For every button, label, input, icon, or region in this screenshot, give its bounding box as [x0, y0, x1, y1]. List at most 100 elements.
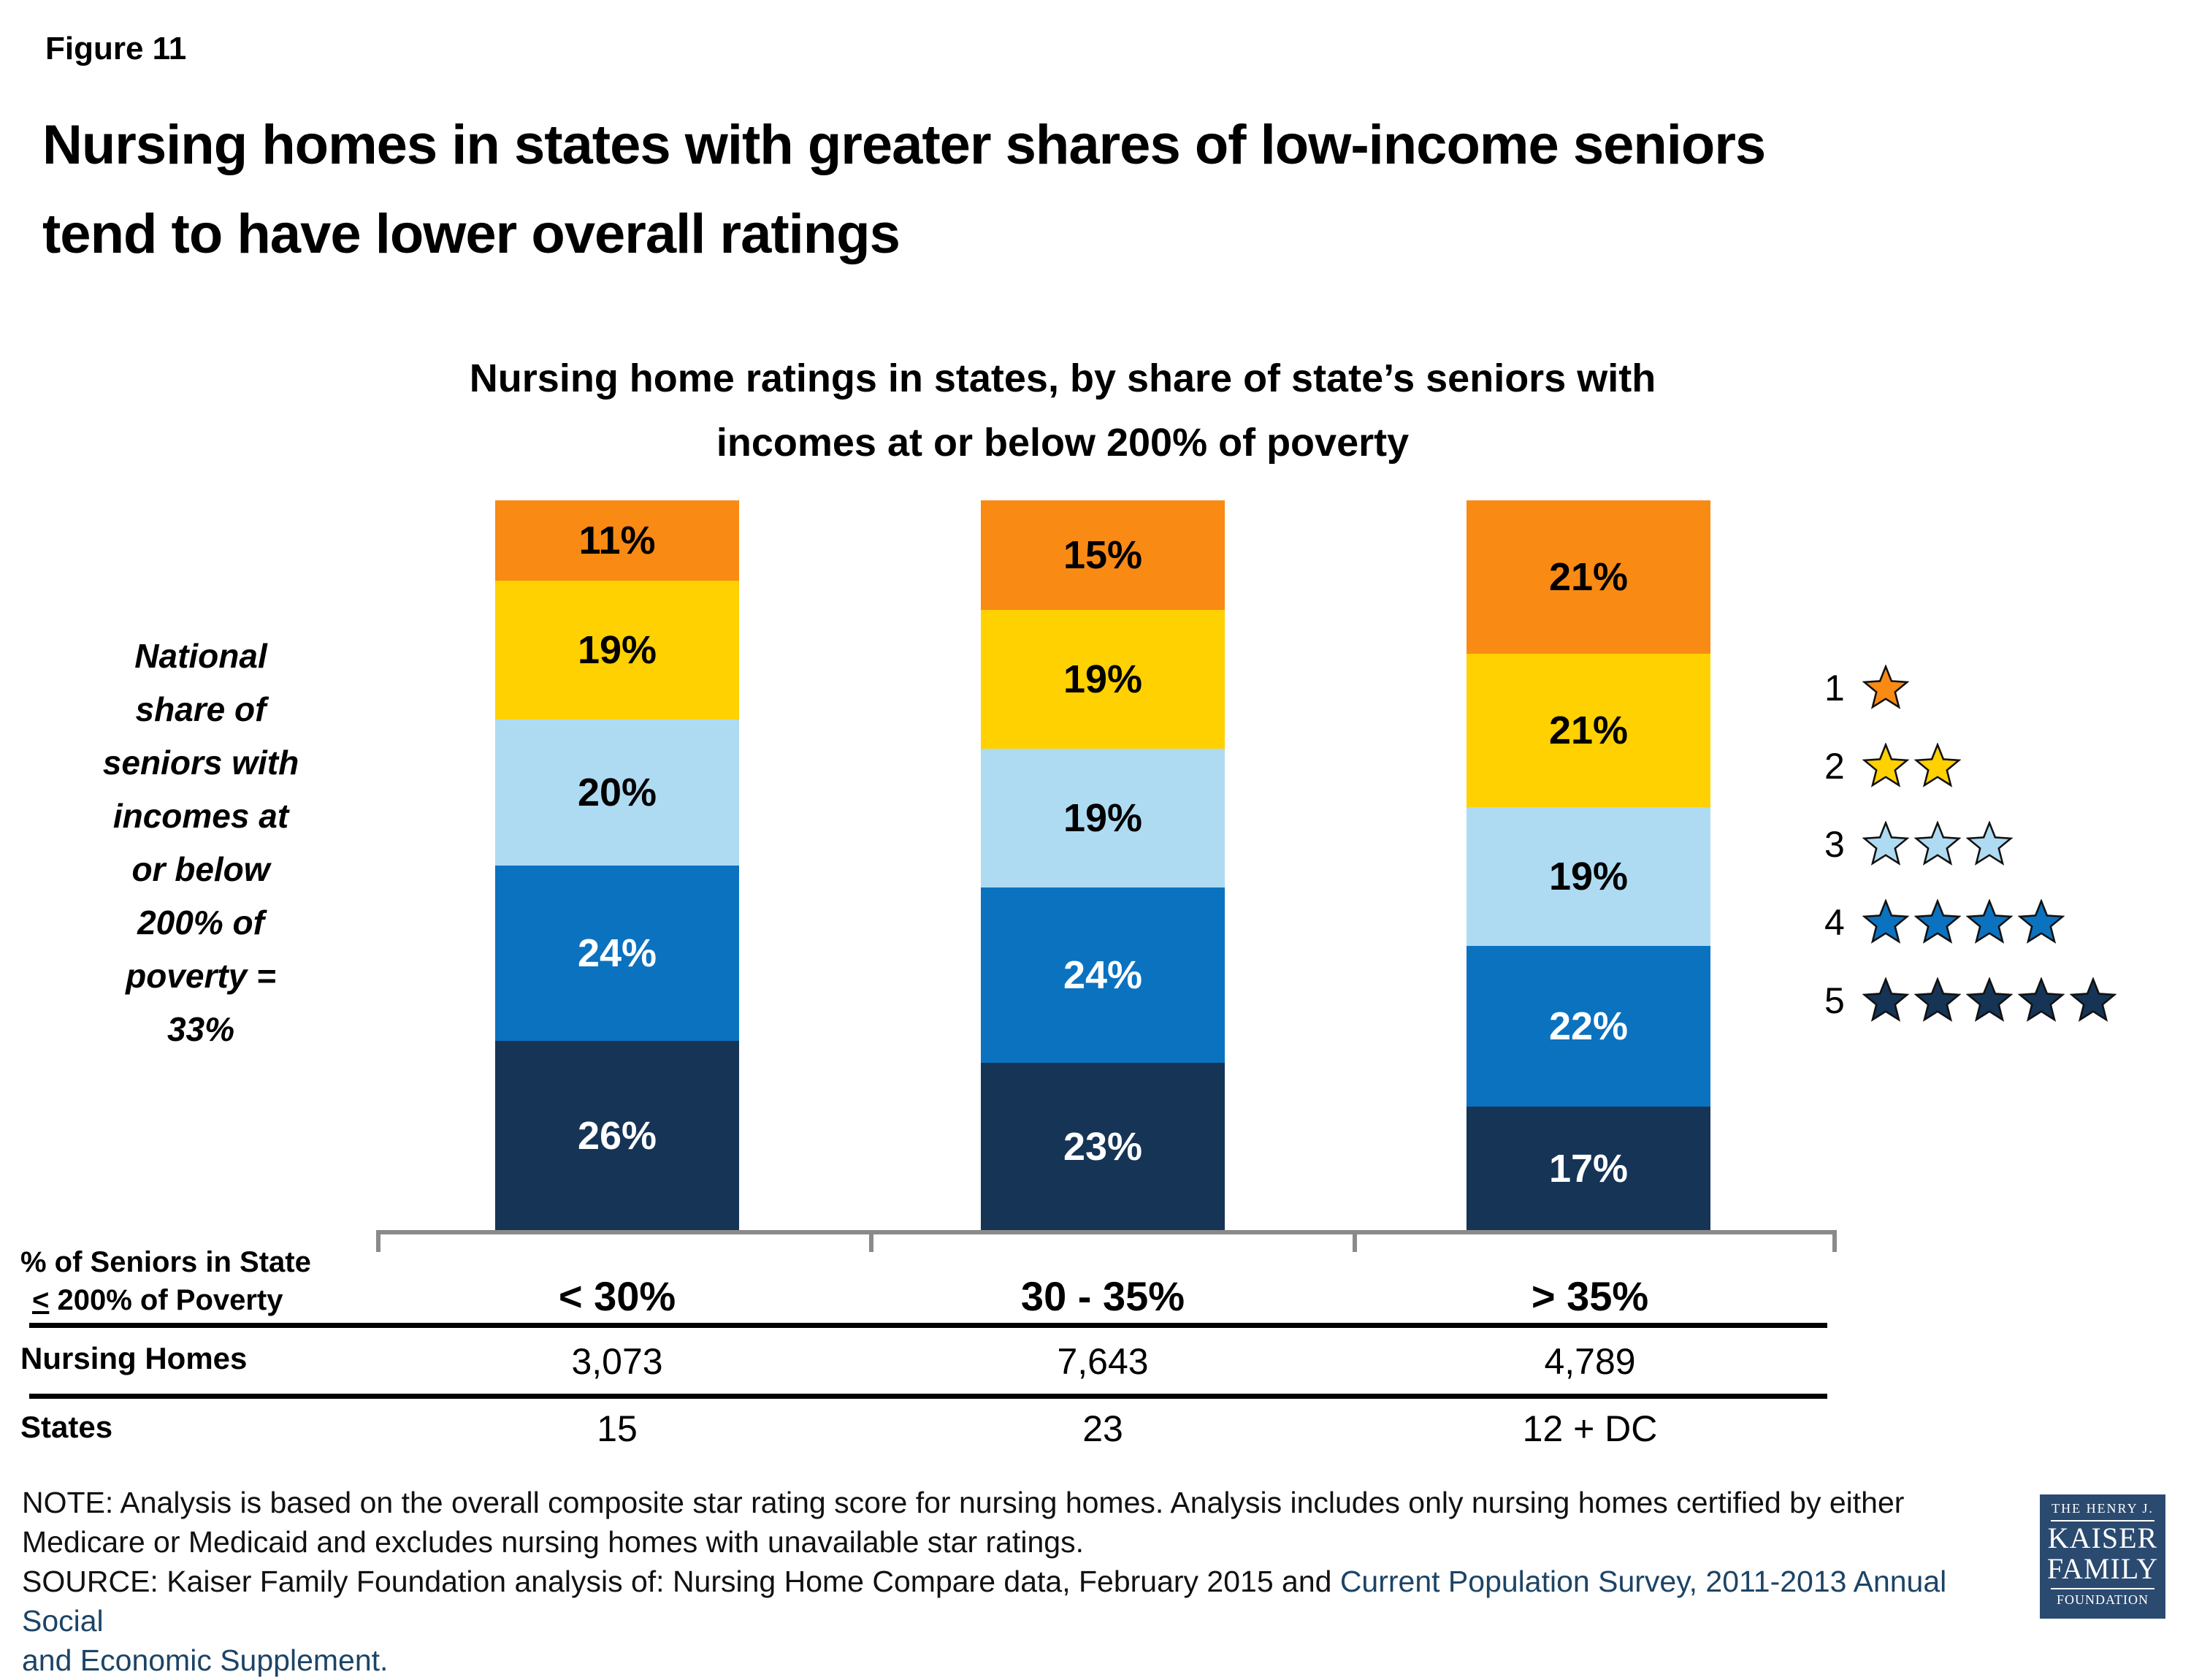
star-icon [2070, 977, 2117, 1022]
bar-segment-value-label: 21% [1548, 555, 1629, 599]
legend-rating-number: 2 [1824, 745, 1845, 787]
nursing-homes-value: 4,789 [1544, 1341, 1636, 1382]
source-link-part1[interactable]: Current Population Survey, 2011-2013 Ann… [22, 1565, 1947, 1638]
chart-title-line1: Nursing home ratings in states, by share… [469, 356, 1656, 400]
x-axis-tick [869, 1230, 873, 1252]
kff-logo-line2: KAISER [2047, 1521, 2158, 1554]
star-icon [2018, 977, 2065, 1022]
kff-logo-rule [2051, 1520, 2154, 1521]
star-icon [2018, 898, 2065, 944]
table-rowhead-nursing-homes: Nursing Homes [20, 1341, 248, 1375]
legend-stars-group [1862, 898, 2065, 946]
stacked-bar-gt35: 21% 21% 19% 22% 17% [1467, 500, 1710, 1231]
page-title: Nursing homes in states with greater sha… [42, 101, 2160, 279]
x-axis-tick [1353, 1230, 1357, 1252]
annotation-line: or below [131, 850, 270, 888]
lte-sign: < [32, 1284, 50, 1316]
legend-row-1-star: 1 [1824, 649, 2117, 727]
bar-segment-5-stars: 23% [981, 1063, 1225, 1231]
kff-logo-rule [2051, 1588, 2154, 1589]
annotation-line: 200% of [137, 904, 264, 942]
bar-segment-value-label: 24% [577, 931, 657, 975]
bar-segment-3-stars: 19% [1467, 807, 1710, 946]
annotation-line: incomes at [112, 797, 289, 835]
stacked-bar-30-35: 15% 19% 19% 24% 23% [981, 500, 1225, 1231]
legend-stars-group [1862, 820, 2013, 868]
legend-rating-number: 4 [1824, 901, 1845, 943]
legend-rating-number: 3 [1824, 823, 1845, 865]
annotation-line: seniors with [102, 744, 299, 782]
bar-segment-value-label: 19% [1548, 855, 1629, 898]
bar-segment-value-label: 24% [1063, 953, 1143, 997]
bar-segment-4-stars: 24% [981, 887, 1225, 1063]
bar-segment-3-stars: 19% [981, 749, 1225, 887]
table-divider-top [29, 1323, 1827, 1328]
star-icon [1862, 664, 1909, 709]
star-icon [1966, 898, 2013, 944]
states-value: 12 + DC [1522, 1408, 1658, 1449]
table-rowhead-states: States [20, 1410, 113, 1444]
bar-segment-5-stars: 17% [1467, 1107, 1710, 1231]
bar-segment-value-label: 19% [1063, 796, 1143, 840]
nursing-homes-value: 3,073 [571, 1341, 663, 1382]
states-value: 15 [597, 1408, 638, 1449]
chart-title: Nursing home ratings in states, by share… [383, 346, 1742, 475]
table-divider-bottom [29, 1394, 1827, 1399]
source-link-part2[interactable]: and Economic Supplement. [22, 1643, 389, 1677]
legend-stars-group [1862, 977, 2117, 1024]
annotation-line: poverty = [126, 957, 276, 995]
bar-segment-4-stars: 22% [1467, 946, 1710, 1107]
footnotes: NOTE: Analysis is based on the overall c… [22, 1483, 2023, 1680]
bar-segment-value-label: 22% [1548, 1004, 1629, 1048]
bar-segment-2-stars: 19% [981, 610, 1225, 749]
annotation-line: National [134, 637, 267, 675]
bar-segment-2-stars: 21% [1467, 654, 1710, 807]
bar-segment-value-label: 19% [1063, 657, 1143, 701]
bar-segment-value-label: 11% [578, 519, 656, 562]
kff-logo-line1: THE HENRY J. [2052, 1501, 2154, 1516]
kff-logo-line3: FAMILY [2046, 1552, 2159, 1585]
star-icon [1914, 977, 1961, 1022]
bar-segment-value-label: 17% [1548, 1147, 1629, 1191]
star-icon [1862, 742, 1909, 787]
star-icon [1862, 820, 1909, 866]
nursing-homes-value: 7,643 [1057, 1341, 1149, 1382]
source-text: SOURCE: Kaiser Family Foundation analysi… [22, 1565, 1340, 1598]
stacked-bar-lt30: 11% 19% 20% 24% 26% [495, 500, 739, 1231]
bar-segment-1-star: 11% [495, 500, 739, 581]
star-rating-legend: 1 2 3 4 5 [1824, 649, 2117, 1039]
bar-segment-value-label: 15% [1063, 533, 1143, 577]
x-axis-tick [1832, 1230, 1837, 1252]
star-icon [1862, 977, 1909, 1022]
bar-segment-value-label: 19% [577, 628, 657, 672]
source-line: SOURCE: Kaiser Family Foundation analysi… [22, 1562, 2023, 1641]
figure-label: Figure 11 [45, 31, 187, 66]
x-axis-tick [376, 1230, 381, 1252]
kff-logo: THE HENRY J. KAISER FAMILY FOUNDATION [2040, 1494, 2165, 1619]
star-icon [1914, 742, 1961, 787]
legend-stars-group [1862, 664, 1909, 711]
star-icon [1862, 898, 1909, 944]
star-icon [1966, 820, 2013, 866]
bar-segment-5-stars: 26% [495, 1041, 739, 1231]
national-share-annotation: National share of seniors with incomes at or… [55, 630, 347, 1056]
legend-row-5-star: 5 [1824, 961, 2117, 1039]
table-rowhead-seniors-rest: 200% of Poverty [49, 1284, 283, 1316]
bar-segment-value-label: 20% [577, 771, 657, 814]
bar-segment-value-label: 26% [577, 1114, 657, 1158]
bar-segment-1-star: 21% [1467, 500, 1710, 654]
annotation-line: 33% [167, 1010, 235, 1048]
bar-segment-2-stars: 19% [495, 581, 739, 719]
star-icon [1914, 898, 1961, 944]
note-line1: NOTE: Analysis is based on the overall c… [22, 1486, 1905, 1519]
page-title-line2: tend to have lower overall ratings [42, 203, 901, 265]
note-line2: Medicare or Medicaid and excludes nursin… [22, 1525, 1084, 1559]
column-header-30-35: 30 - 35% [1020, 1273, 1185, 1319]
bar-segment-4-stars: 24% [495, 866, 739, 1041]
bar-segment-3-stars: 20% [495, 719, 739, 866]
legend-row-2-star: 2 [1824, 727, 2117, 805]
chart-title-line2: incomes at or below 200% of poverty [716, 421, 1410, 465]
legend-row-4-star: 4 [1824, 883, 2117, 961]
bar-segment-value-label: 23% [1063, 1125, 1143, 1169]
legend-stars-group [1862, 742, 1961, 790]
